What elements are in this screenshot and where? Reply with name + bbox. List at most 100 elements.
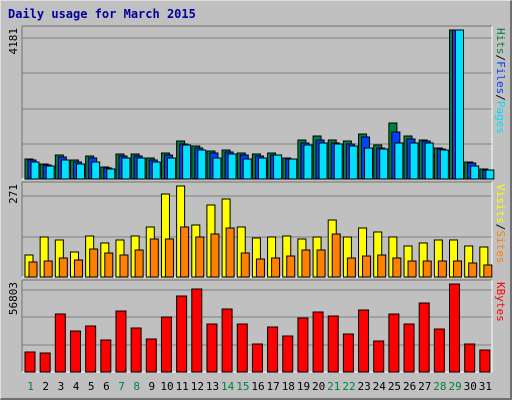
bar-pages-day-25 [394,142,404,180]
bar-pages-day-21 [333,143,343,180]
x-tick-label-day-6: 6 [103,380,110,393]
bar-kbytes-day-3 [54,313,66,373]
bar-pages-day-13 [212,157,222,180]
bar-kbytes-day-18 [282,335,294,373]
x-tick-label-day-19: 19 [297,380,310,393]
bar-pages-day-4 [75,163,85,180]
bar-kbytes-day-4 [69,330,81,373]
bar-sites-day-17 [271,257,281,278]
bar-sites-day-5 [89,248,99,278]
bar-kbytes-day-6 [100,339,112,373]
bar-pages-day-3 [60,159,70,180]
x-tick-label-day-17: 17 [267,380,280,393]
bar-kbytes-day-19 [297,317,309,373]
bar-pages-day-1 [30,161,40,180]
bar-kbytes-day-5 [85,325,97,373]
panel-2-max-label: 56803 [7,282,20,315]
x-tick-label-day-5: 5 [88,380,95,393]
bar-kbytes-day-15 [236,323,248,373]
bar-kbytes-day-24 [373,340,385,373]
panel-0-legend-entry-4: Pages [494,101,507,134]
bar-sites-day-14 [225,227,235,278]
x-tick-label-day-9: 9 [149,380,156,393]
bar-sites-day-11 [180,226,190,278]
bar-pages-day-24 [379,148,389,180]
x-tick-label-day-29: 29 [448,380,461,393]
bar-kbytes-day-2 [39,352,51,373]
bar-kbytes-day-31 [479,349,491,373]
bar-kbytes-day-29 [449,283,461,373]
bar-sites-day-24 [377,254,387,278]
bar-pages-day-15 [242,158,252,180]
bar-kbytes-day-14 [221,308,233,373]
bar-sites-day-23 [362,255,372,278]
bar-kbytes-day-8 [130,327,142,373]
x-tick-label-day-22: 22 [342,380,355,393]
bar-pages-day-7 [121,157,131,180]
bar-kbytes-day-28 [433,328,445,373]
bar-pages-day-14 [227,153,237,180]
bar-kbytes-day-1 [24,351,36,373]
bar-kbytes-day-30 [464,343,476,373]
bar-sites-day-31 [483,264,493,278]
x-tick-label-day-26: 26 [403,380,416,393]
x-tick-label-day-10: 10 [160,380,173,393]
bar-pages-day-9 [151,161,161,180]
bar-sites-day-25 [392,257,402,278]
x-tick-label-day-3: 3 [58,380,65,393]
x-tick-label-day-14: 14 [221,380,235,393]
bar-sites-day-15 [240,252,250,278]
bar-sites-day-4 [73,259,83,278]
panel-2-legend: KBytes [494,282,507,322]
bar-kbytes-day-16 [251,343,263,373]
bar-kbytes-day-13 [206,323,218,373]
x-tick-label-day-25: 25 [388,380,401,393]
bar-kbytes-day-11 [176,295,188,373]
bar-sites-day-13 [210,233,220,278]
bar-kbytes-day-27 [418,302,430,373]
bar-sites-day-8 [134,249,144,278]
bar-kbytes-day-22 [342,333,354,373]
bar-pages-day-26 [409,142,419,180]
x-tick-label-day-1: 1 [27,380,34,393]
bar-pages-day-22 [348,145,358,180]
panel-0-legend: Hits/Files/Pages [494,28,507,134]
x-tick-label-day-4: 4 [73,380,80,393]
panel-1-max-label: 271 [7,184,20,204]
bar-pages-day-17 [273,154,283,180]
bar-pages-day-11 [182,144,192,180]
bar-sites-day-19 [301,249,311,278]
panel-0-legend-entry-2: Files [494,61,507,94]
bar-pages-day-20 [318,142,328,180]
x-tick-label-day-21: 21 [327,380,340,393]
bar-sites-day-22 [346,257,356,278]
x-tick-label-day-2: 2 [42,380,49,393]
panel-1-legend-entry-0: Visits [494,184,507,224]
panel-1-legend-entry-2: Sites [494,230,507,263]
bar-sites-day-26 [407,260,417,278]
x-tick-label-day-13: 13 [206,380,219,393]
x-tick-label-day-12: 12 [191,380,204,393]
x-tick-label-day-24: 24 [373,380,387,393]
bar-pages-day-19 [303,144,313,180]
bar-pages-day-31 [485,169,495,180]
bar-sites-day-7 [119,254,129,278]
bar-pages-day-10 [166,157,176,180]
bar-pages-day-5 [91,161,101,180]
x-tick-label-day-15: 15 [236,380,249,393]
panel-1-legend: Visits/Sites [494,184,507,264]
bar-sites-day-12 [195,236,205,278]
panel-0-max-label: 4181 [7,28,20,55]
bar-kbytes-day-26 [403,323,415,373]
bar-sites-day-16 [255,258,265,278]
x-tick-label-day-27: 27 [418,380,431,393]
bar-pages-day-23 [364,147,374,180]
bar-kbytes-day-7 [115,310,127,373]
bar-pages-day-8 [136,157,146,180]
bar-sites-day-27 [422,260,432,278]
bar-pages-day-30 [470,165,480,180]
bar-pages-day-12 [197,149,207,180]
chart-title: Daily usage for March 2015 [8,7,196,21]
x-tick-label-day-30: 30 [464,380,477,393]
bar-kbytes-day-9 [145,338,157,373]
